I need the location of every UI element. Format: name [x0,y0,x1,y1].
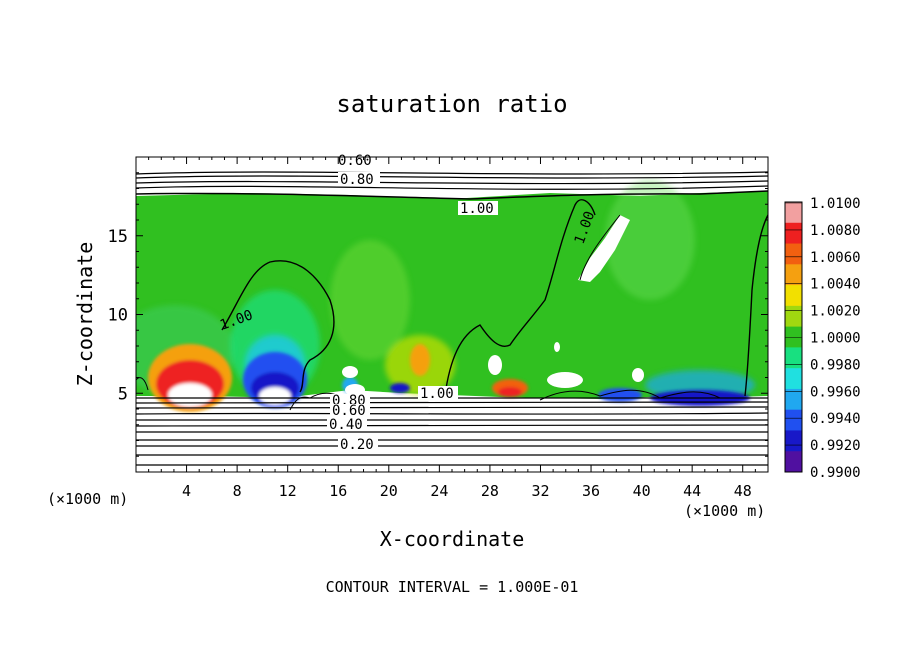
x-tick-label: 8 [233,482,242,500]
colorbar-swatch [785,202,802,224]
x-axis: 4 8 12 16 20 24 28 32 36 40 44 48 [148,157,756,500]
x-unit-right: (×1000 m) [684,502,765,520]
x-tick-label: 44 [683,482,701,500]
contour-label-0-80-top: 0.80 [340,172,374,188]
colorbar-swatch [785,285,802,307]
colorbar-swatch [785,264,802,286]
x-tick-label: 36 [582,482,600,500]
colorbar: 1.0100 1.0080 1.0060 1.0040 1.0020 1.0000 0.99… [784,196,861,481]
colorbar-label: 1.0100 [810,196,861,212]
colorbar-label: 0.9900 [810,465,861,481]
colorbar-swatch [785,388,802,411]
x-tick-label: 20 [380,482,398,500]
x-tick-label: 28 [481,482,499,500]
colorbar-swatch [785,305,802,328]
x-axis-label: X-coordinate [380,527,525,551]
x-tick-label: 4 [182,482,191,500]
colorbar-swatch [785,451,802,473]
y-axis-label: Z-coordinate [73,242,97,387]
x-tick-label: 48 [734,482,752,500]
contour-label-0-60-top: 0.60 [338,153,372,169]
plot-area [136,157,768,472]
colorbar-label: 0.9920 [810,438,861,454]
contour-label-1-00-base: 1.00 [420,386,454,402]
x-tick-label: 32 [531,482,549,500]
x-tick-label: 24 [430,482,448,500]
x-unit-left: (×1000 m) [47,490,128,508]
contour-label-0-60-bottom: 0.60 [332,403,366,419]
ratio-anomalies [136,180,755,400]
y-tick-label: 10 [108,306,128,326]
contour-label-1-00-top: 1.00 [460,201,494,217]
x-tick-label: 12 [279,482,297,500]
colorbar-label: 1.0040 [810,277,861,293]
contour-interval-note: CONTOUR INTERVAL = 1.000E-01 [326,578,579,596]
colorbar-swatch [785,222,802,245]
colorbar-swatch [785,368,802,390]
anomaly-cores [148,344,750,412]
dry-pockets [342,215,644,396]
y-tick-label: 15 [108,227,128,247]
colorbar-swatch [785,243,802,265]
contours [136,171,768,466]
colorbar-label: 1.0080 [810,223,861,239]
colorbar-label: 1.0060 [810,250,861,266]
colorbar-swatch [785,430,802,452]
x-tick-label: 40 [633,482,651,500]
contour-label-0-40: 0.40 [329,417,363,433]
colorbar-label: 1.0020 [810,304,861,320]
y-tick-label: 5 [118,384,128,404]
x-tick-label: 16 [329,482,347,500]
chart-title: saturation ratio [336,90,567,118]
colorbar-label: 1.0000 [810,331,861,347]
colorbar-swatch [785,347,802,369]
colorbar-swatch [785,409,802,431]
colorbar-label: 0.9940 [810,411,861,427]
y-axis: 5 10 15 [108,172,768,457]
colorbar-label: 0.9980 [810,357,861,373]
colorbar-label: 0.9960 [810,384,861,400]
contour-label-0-20: 0.20 [340,437,374,453]
